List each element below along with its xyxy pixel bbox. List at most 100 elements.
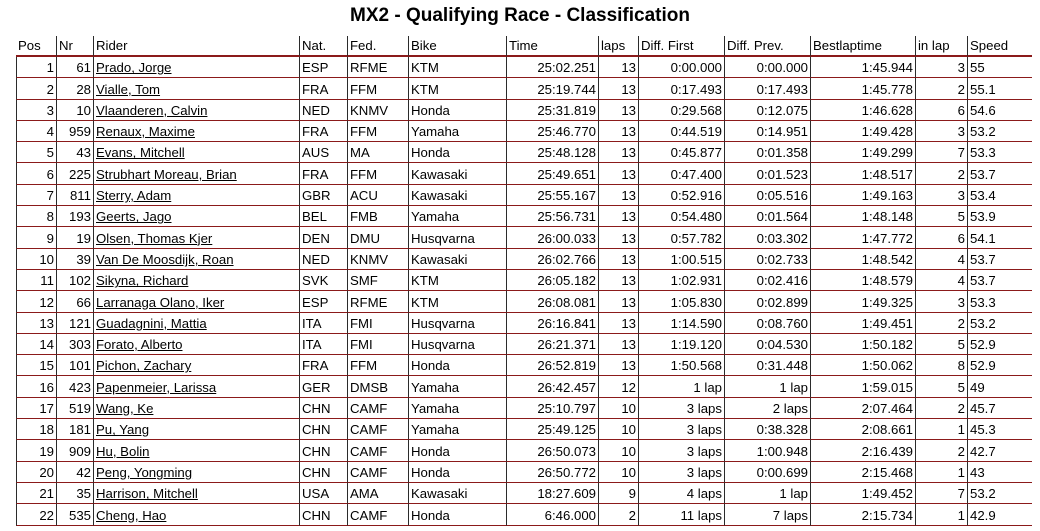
cell-time: 25:10.797 xyxy=(506,397,598,420)
cell-diff-first: 0:45.877 xyxy=(638,142,724,164)
cell-bestlaptime: 1:49.451 xyxy=(810,312,915,334)
cell-time: 26:02.766 xyxy=(506,248,598,270)
cell-bike: Kawasaki xyxy=(408,482,506,505)
table-body: 1 61 Prado, Jorge ESP RFME KTM 25:02.251 13 0:00… xyxy=(16,57,1032,526)
cell-fed: CAMF xyxy=(347,504,408,526)
rider-link[interactable]: Evans, Mitchell xyxy=(96,145,185,161)
cell-laps: 10 xyxy=(598,440,638,462)
col-fed-header: Fed. xyxy=(347,36,408,57)
cell-nr: 193 xyxy=(56,206,93,228)
rider-link[interactable]: Hu, Bolin xyxy=(96,443,150,459)
cell-bike: Kawasaki xyxy=(408,248,506,270)
cell-pos: 19 xyxy=(16,440,56,462)
cell-bestlaptime: 1:48.517 xyxy=(810,163,915,185)
cell-in-lap: 6 xyxy=(915,227,967,249)
cell-fed: MA xyxy=(347,142,408,164)
table-header: Pos Nr Rider Nat. Fed. Bike Time laps Di… xyxy=(16,36,1032,57)
cell-laps: 13 xyxy=(598,291,638,313)
rider-link[interactable]: Olsen, Thomas Kjer xyxy=(96,230,213,246)
cell-diff-prev: 0:02.899 xyxy=(724,291,810,313)
table-row: 13 121 Guadagnini, Mattia ITA FMI Husqvarna 26… xyxy=(16,312,1032,334)
cell-laps: 13 xyxy=(598,78,638,100)
cell-speed: 55.1 xyxy=(967,78,1032,100)
cell-bestlaptime: 1:49.428 xyxy=(810,120,915,143)
cell-diff-first: 0:47.400 xyxy=(638,163,724,185)
cell-time: 25:31.819 xyxy=(506,99,598,121)
cell-diff-first: 0:57.782 xyxy=(638,227,724,249)
cell-nat: FRA xyxy=(299,163,347,185)
cell-rider: Vlaanderen, Calvin xyxy=(93,99,299,121)
cell-pos: 7 xyxy=(16,184,56,207)
rider-link[interactable]: Van De Moosdijk, Roan xyxy=(96,251,234,267)
cell-in-lap: 1 xyxy=(915,461,967,483)
rider-link[interactable]: Sterry, Adam xyxy=(96,188,172,204)
rider-link[interactable]: Cheng, Hao xyxy=(96,507,167,523)
rider-link[interactable]: Geerts, Jago xyxy=(96,209,172,225)
cell-rider: Pu, Yang xyxy=(93,419,299,441)
col-pos-header: Pos xyxy=(16,36,56,57)
cell-nr: 225 xyxy=(56,163,93,185)
table-row: 7 811 Sterry, Adam GBR ACU Kawasaki 25:55.167 1… xyxy=(16,184,1032,207)
cell-laps: 10 xyxy=(598,397,638,420)
rider-link[interactable]: Harrison, Mitchell xyxy=(96,486,198,502)
rider-link[interactable]: Pichon, Zachary xyxy=(96,358,192,374)
cell-fed: FFM xyxy=(347,163,408,185)
cell-laps: 13 xyxy=(598,120,638,143)
cell-pos: 5 xyxy=(16,142,56,164)
rider-link[interactable]: Sikyna, Richard xyxy=(96,273,189,289)
rider-link[interactable]: Papenmeier, Larissa xyxy=(96,379,217,395)
cell-time: 26:52.819 xyxy=(506,355,598,377)
cell-pos: 3 xyxy=(16,99,56,121)
cell-bike: Yamaha xyxy=(408,419,506,441)
cell-rider: Papenmeier, Larissa xyxy=(93,376,299,398)
cell-speed: 53.7 xyxy=(967,163,1032,185)
cell-fed: DMU xyxy=(347,227,408,249)
cell-diff-prev: 0:00.000 xyxy=(724,57,810,79)
rider-link[interactable]: Pu, Yang xyxy=(96,422,150,438)
cell-speed: 53.3 xyxy=(967,291,1032,313)
cell-pos: 16 xyxy=(16,376,56,398)
cell-nr: 535 xyxy=(56,504,93,526)
cell-speed: 52.9 xyxy=(967,355,1032,377)
cell-time: 26:08.081 xyxy=(506,291,598,313)
cell-speed: 53.2 xyxy=(967,120,1032,143)
cell-speed: 45.7 xyxy=(967,397,1032,420)
cell-fed: DMSB xyxy=(347,376,408,398)
cell-bestlaptime: 1:45.944 xyxy=(810,57,915,79)
rider-link[interactable]: Vialle, Tom xyxy=(96,81,161,97)
col-diff-prev-header: Diff. Prev. xyxy=(724,36,810,57)
cell-fed: FFM xyxy=(347,355,408,377)
cell-rider: Geerts, Jago xyxy=(93,206,299,228)
table-row: 1 61 Prado, Jorge ESP RFME KTM 25:02.251 13 0:00… xyxy=(16,57,1032,79)
cell-bike: Husqvarna xyxy=(408,312,506,334)
table-row: 2 28 Vialle, Tom FRA FFM KTM 25:19.744 13 0:17.4… xyxy=(16,78,1032,100)
cell-speed: 53.2 xyxy=(967,312,1032,334)
cell-nr: 35 xyxy=(56,482,93,505)
cell-in-lap: 8 xyxy=(915,355,967,377)
rider-link[interactable]: Forato, Alberto xyxy=(96,337,183,353)
cell-diff-prev: 0:01.564 xyxy=(724,206,810,228)
rider-link[interactable]: Prado, Jorge xyxy=(96,60,172,76)
rider-link[interactable]: Wang, Ke xyxy=(96,401,154,417)
cell-nat: ESP xyxy=(299,57,347,79)
cell-fed: CAMF xyxy=(347,397,408,420)
cell-bestlaptime: 1:46.628 xyxy=(810,99,915,121)
cell-bestlaptime: 1:48.579 xyxy=(810,269,915,292)
rider-link[interactable]: Vlaanderen, Calvin xyxy=(96,102,208,118)
cell-bike: Kawasaki xyxy=(408,184,506,207)
cell-pos: 22 xyxy=(16,504,56,526)
rider-link[interactable]: Larranaga Olano, Iker xyxy=(96,294,225,310)
table-row: 4 959 Renaux, Maxime FRA FFM Yamaha 25:46.770 1… xyxy=(16,120,1032,143)
table-row: 15 101 Pichon, Zachary FRA FFM Honda 26:52.819… xyxy=(16,355,1032,377)
cell-pos: 10 xyxy=(16,248,56,270)
cell-in-lap: 3 xyxy=(915,184,967,207)
rider-link[interactable]: Renaux, Maxime xyxy=(96,124,195,140)
cell-bestlaptime: 2:15.468 xyxy=(810,461,915,483)
cell-laps: 2 xyxy=(598,504,638,526)
rider-link[interactable]: Peng, Yongming xyxy=(96,464,193,480)
cell-diff-prev: 0:05.516 xyxy=(724,184,810,207)
rider-link[interactable]: Guadagnini, Mattia xyxy=(96,315,207,331)
rider-link[interactable]: Strubhart Moreau, Brian xyxy=(96,166,237,182)
cell-time: 25:19.744 xyxy=(506,78,598,100)
cell-in-lap: 3 xyxy=(915,120,967,143)
